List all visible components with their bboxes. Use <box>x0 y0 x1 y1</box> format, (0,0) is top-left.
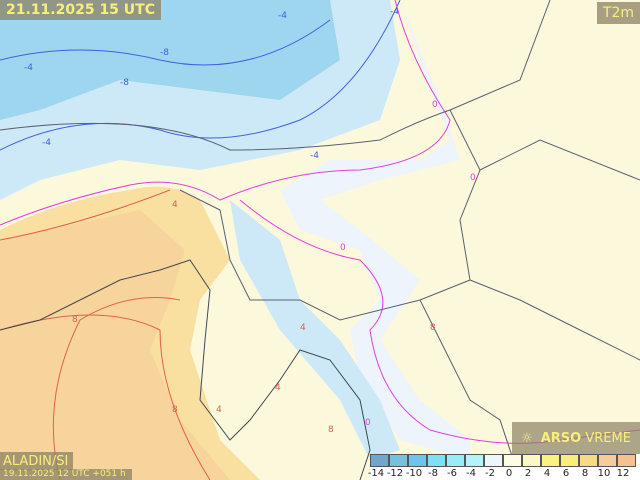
contour-label: -4 <box>278 11 287 21</box>
isoline-plus4 <box>0 189 181 480</box>
legend-swatch <box>598 454 617 467</box>
contour-label: -8 <box>120 78 129 88</box>
legend-tick: -6 <box>447 468 457 479</box>
adriatic-warm <box>0 210 230 480</box>
legend-swatch <box>522 454 541 467</box>
contour-label: 4 <box>275 383 281 393</box>
isoline-zero-south <box>239 199 640 444</box>
legend-tick: 10 <box>597 468 611 479</box>
weather-logo-icon: ☼ <box>521 430 533 446</box>
legend-swatch <box>465 454 484 467</box>
legend-swatch <box>503 454 522 467</box>
legend-tick: -14 <box>367 468 385 479</box>
legend-swatch <box>541 454 560 467</box>
legend-swatch <box>427 454 446 467</box>
contour-label: -4 <box>24 63 33 73</box>
isoline-minus4 <box>0 0 401 151</box>
legend-tick: 8 <box>581 468 589 479</box>
contour-label: 4 <box>172 200 178 210</box>
isoline-minus8 <box>0 19 331 66</box>
coastline <box>0 259 371 480</box>
legend-swatch <box>484 454 503 467</box>
parameter-label: T2m <box>596 2 640 24</box>
colder-core <box>0 0 340 120</box>
contour-label: 8 <box>328 425 334 435</box>
legend-swatch <box>579 454 598 467</box>
contour-label: -4 <box>310 151 319 161</box>
legend-tick: -4 <box>466 468 476 479</box>
legend-tick: -12 <box>386 468 404 479</box>
legend-tick: 0 <box>505 468 513 479</box>
legend-tick: -2 <box>485 468 495 479</box>
color-legend: -14 -12 -10 -8 -6 -4 -2 0 2 4 6 8 10 12 <box>367 454 640 480</box>
legend-swatch <box>446 454 465 467</box>
contour-label: 8 <box>72 315 78 325</box>
contour-label: 0 <box>365 418 371 428</box>
legend-tick: -10 <box>405 468 423 479</box>
contour-label: 0 <box>470 173 476 183</box>
legend-swatch <box>370 454 389 467</box>
brand-bold: ARSO <box>540 430 582 446</box>
contour-label: 8 <box>172 405 178 415</box>
contour-label: -4 <box>42 138 51 148</box>
contour-label: 4 <box>216 405 222 415</box>
cold-valley <box>230 200 400 460</box>
brand-light: VREME <box>585 430 631 446</box>
cold-area <box>0 0 470 460</box>
contour-label: 4 <box>300 323 306 333</box>
valid-time-title: 21.11.2025 15 UTC <box>0 0 161 20</box>
legend-tick: 12 <box>616 468 630 479</box>
brand-logo: ☼ ARSO VREME <box>512 422 640 454</box>
legend-swatch <box>408 454 427 467</box>
legend-swatch <box>389 454 408 467</box>
legend-tick: 2 <box>524 468 532 479</box>
legend-tick: 6 <box>562 468 570 479</box>
legend-tick: -8 <box>428 468 438 479</box>
model-name: ALADIN/SI <box>0 452 74 470</box>
contour-label: -4 <box>390 7 399 17</box>
contour-label: -8 <box>160 48 169 58</box>
contour-label: 0 <box>340 243 346 253</box>
model-run: 19.11.2025 12 UTC +051 h <box>0 469 132 480</box>
isoline-zero <box>0 0 451 226</box>
isoline-plus8 <box>0 314 211 480</box>
legend-tick: 4 <box>543 468 551 479</box>
legend-swatch <box>617 454 636 467</box>
legend-swatch <box>560 454 579 467</box>
contour-label: 8 <box>430 323 436 333</box>
contour-label: 0 <box>432 100 438 110</box>
